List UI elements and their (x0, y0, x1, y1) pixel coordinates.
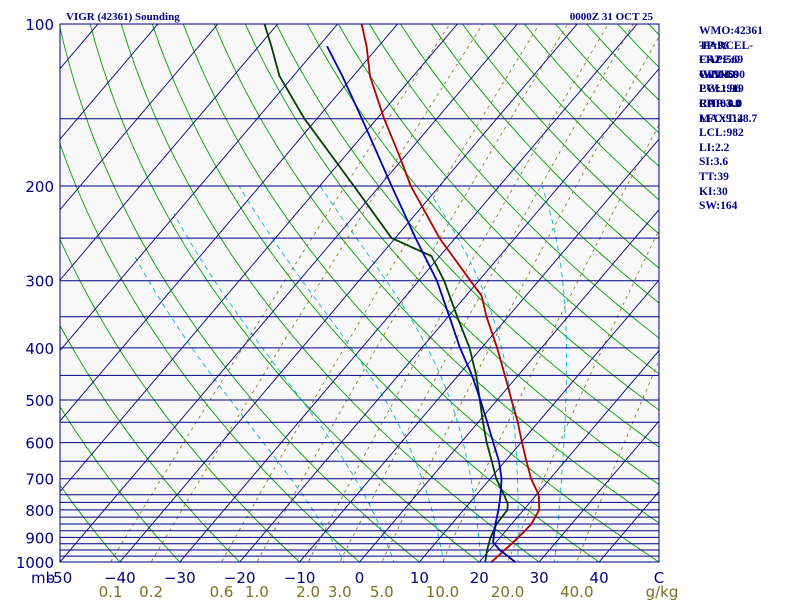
pressure-label: 800 (25, 502, 54, 520)
temperature-label: 0 (355, 569, 365, 587)
mixing-ratio-label: 0.2 (139, 583, 163, 600)
pressure-label: 300 (25, 273, 54, 291)
index-row-sw: SW:164 (699, 199, 799, 214)
index-value: 2.2 (715, 142, 729, 154)
index-value: 3.6 (714, 156, 728, 168)
temperature-label: −30 (164, 569, 196, 587)
mixing-ratio-label: 20.0 (491, 583, 524, 600)
index-label: SW (699, 200, 716, 212)
temperature-label: 10 (410, 569, 429, 587)
wind-indices: EHI:-0.0 (699, 97, 799, 112)
pressure-label: 100 (25, 16, 54, 34)
index-label: LCL (699, 83, 723, 95)
pressure-label: 700 (25, 471, 54, 489)
chart-datetime: 0000Z 31 OCT 25 (570, 11, 654, 23)
index-row-lcl: LCL:982 (699, 126, 799, 141)
index-label: CAPE (699, 54, 730, 66)
pressure-label: 200 (25, 178, 54, 196)
pressure-label: 500 (25, 392, 54, 410)
index-label: WMO (699, 25, 730, 37)
temperature-label: 20 (470, 569, 489, 587)
index-value: 919 (727, 83, 744, 95)
index-label: SI (699, 156, 710, 168)
parcel-header: -PARCEL- (699, 39, 799, 54)
index-row-tt: TT:39 (699, 170, 799, 185)
temperature-label: 30 (530, 569, 549, 587)
index-value: 982 (727, 127, 744, 139)
pressure-label: 400 (25, 340, 54, 358)
mixing-ratio-label: 10.0 (426, 583, 459, 600)
chart-title: VIGR (42361) Sounding (66, 11, 180, 23)
index-label: KI (699, 186, 712, 198)
temperature-label: -50 (48, 569, 73, 587)
temperature-label: −10 (284, 569, 316, 587)
index-label: LFC (699, 113, 722, 125)
index-row-si: SI:3.6 (699, 155, 799, 170)
index-row-ki: KI:30 (699, 185, 799, 200)
index-label: TT (699, 171, 714, 183)
mixing-ratio-label: 5.0 (370, 583, 394, 600)
index-label: EHI (699, 98, 720, 110)
pressure-label: 600 (25, 435, 54, 453)
mixing-ratio-label: 3.0 (328, 583, 352, 600)
index-row-wmo: WMO:42361 (699, 24, 799, 39)
index-value: -0.0 (724, 98, 742, 110)
index-label: LCL (699, 127, 723, 139)
mixing-ratio-label: 40.0 (560, 583, 593, 600)
temperature-label: −40 (104, 569, 136, 587)
temperature-label: C (654, 569, 664, 587)
index-value: 42361 (734, 25, 763, 37)
index-row-cape: CAPE:0 (699, 53, 799, 68)
index-value: 0 (734, 54, 740, 66)
pressure-label: 900 (25, 529, 54, 547)
temperature-label: −20 (224, 569, 256, 587)
index-value: 914 (726, 113, 743, 125)
index-value: 30 (716, 186, 728, 198)
index-value: 164 (720, 200, 737, 212)
index-row-ehi: EHI:-0.0 (699, 97, 799, 112)
index-label: LI (699, 142, 711, 154)
wind-header: -WIND- (699, 68, 799, 83)
temperature-label: 40 (590, 569, 609, 587)
index-value: 39 (717, 171, 729, 183)
index-row-li: LI:2.2 (699, 141, 799, 156)
